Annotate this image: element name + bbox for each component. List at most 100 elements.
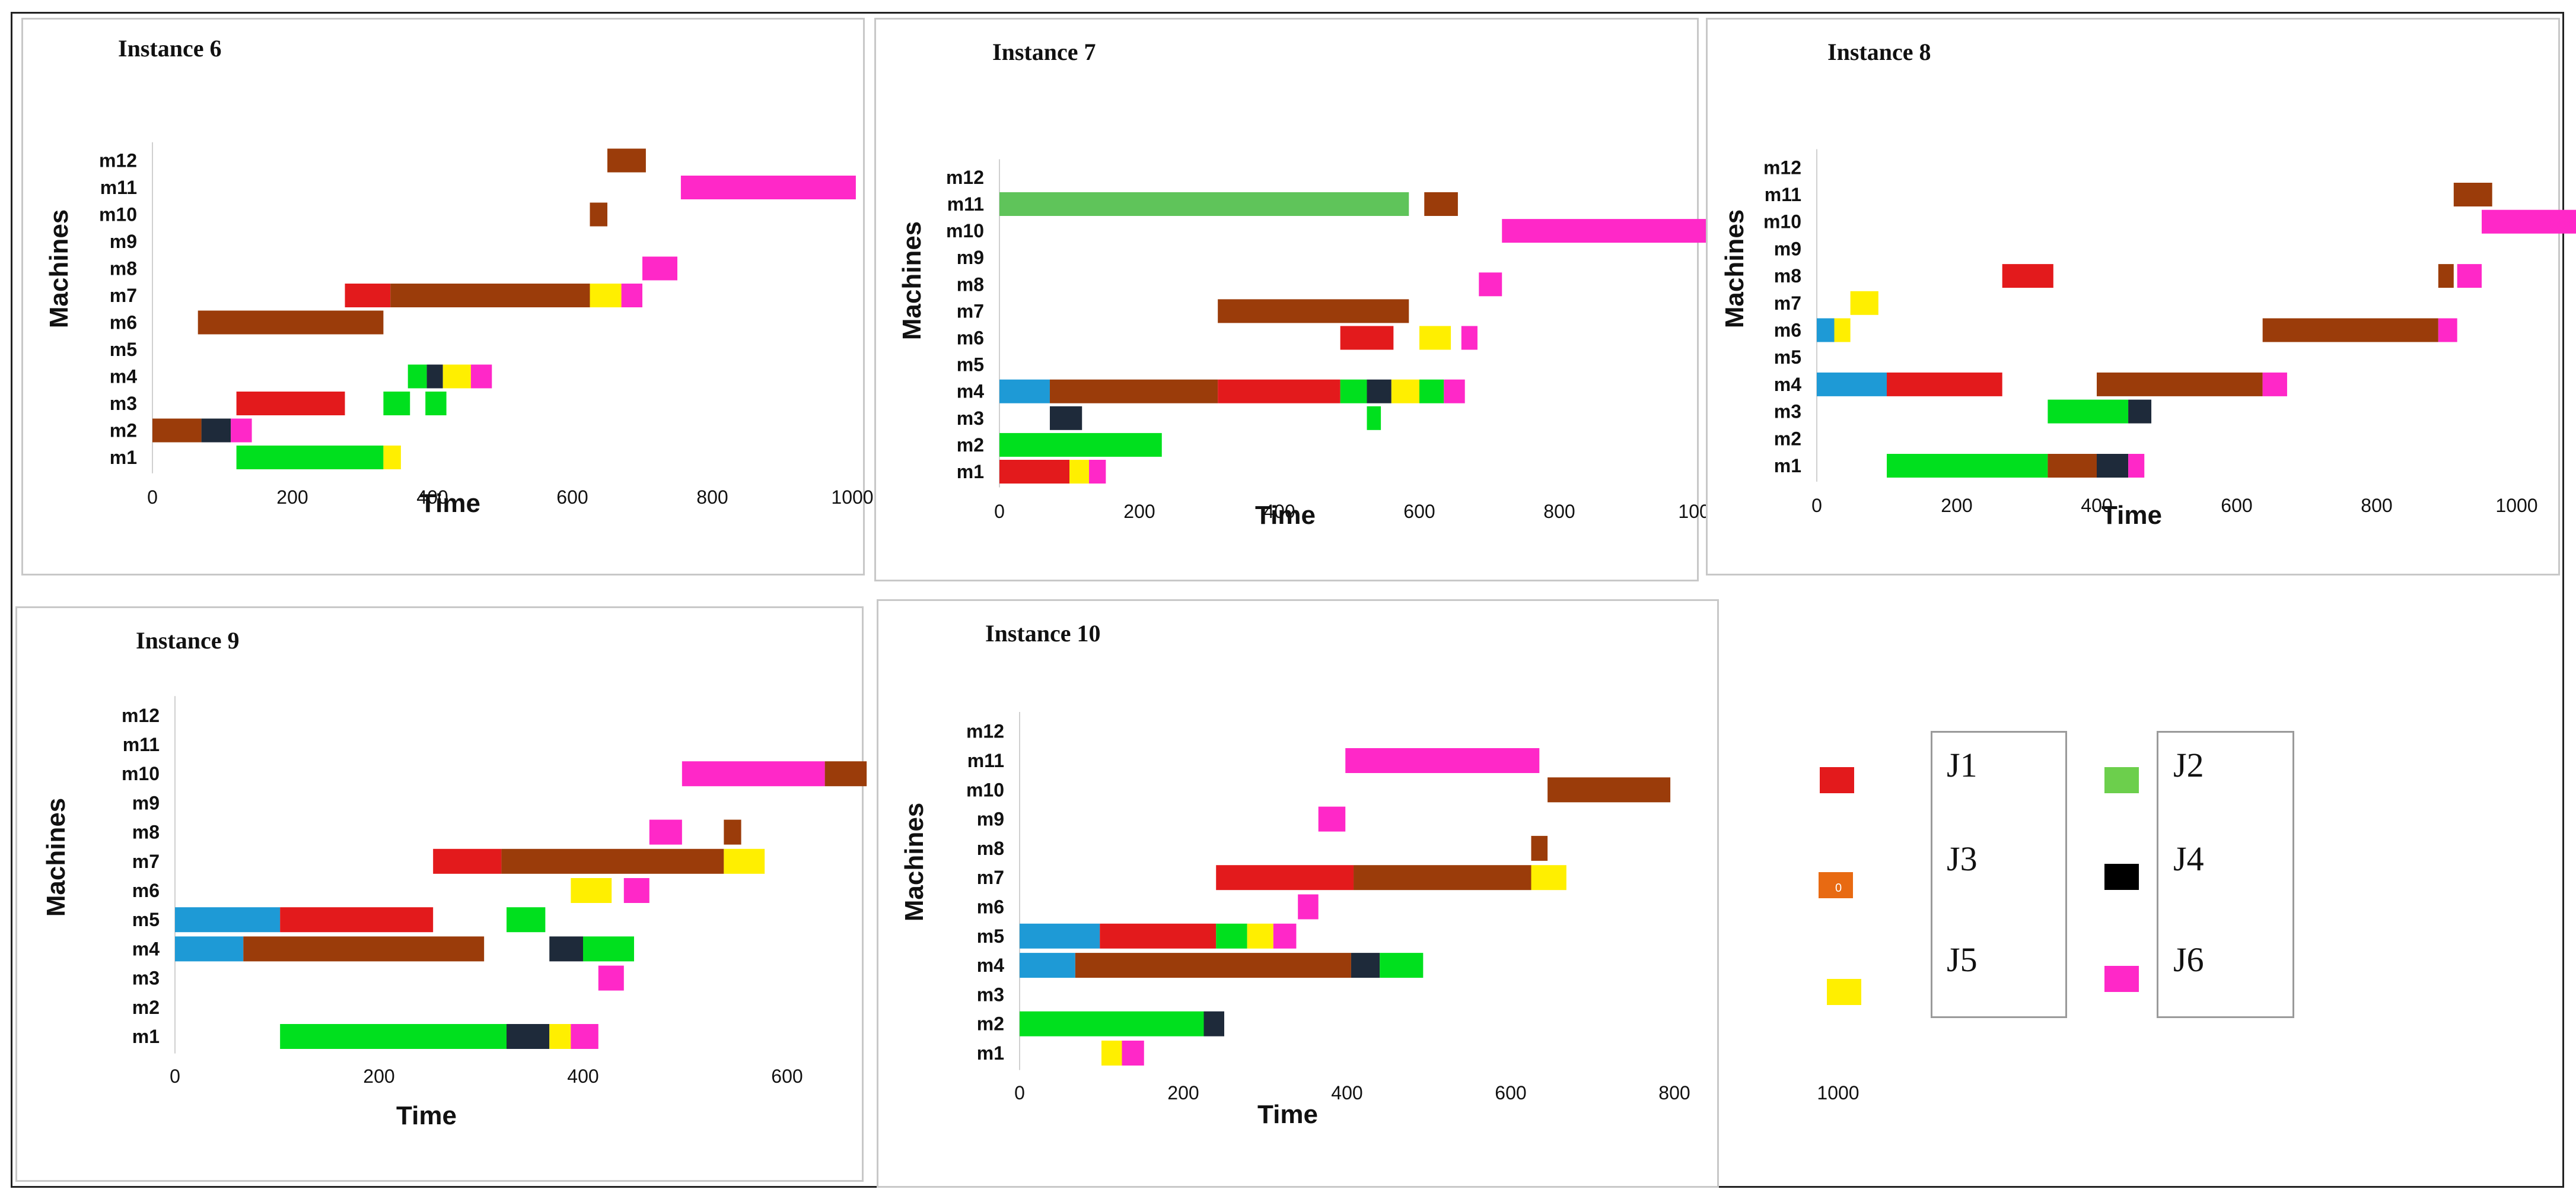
gantt-bar-m9-j6 — [1318, 806, 1346, 832]
legend-label-j4: J4 — [2173, 840, 2204, 878]
legend-label-j3: J3 — [1947, 840, 1978, 878]
y-tick-label: m11 — [123, 734, 160, 755]
gantt-bar-m10-j3 — [1547, 777, 1671, 803]
gantt-bar-m4-a — [175, 936, 244, 962]
x-tick-label: 1000 — [1817, 1082, 1859, 1104]
gantt-bar-m7-j1 — [345, 284, 391, 307]
y-tick-label: m4 — [110, 366, 137, 387]
gantt-bar-m5-a — [1020, 923, 1100, 949]
x-axis-label: Time — [1255, 501, 1316, 530]
gantt-bar-m4-j2 — [1419, 379, 1444, 403]
y-tick-label: m4 — [957, 381, 984, 402]
chart-panel-instance-9: Instance 9 m1 m2 m3 m4 m5 m6 m7 m8 m9 m10 m11 m12 0 20… — [15, 606, 1007, 1182]
x-axis-label: Time — [420, 489, 480, 518]
y-axis-label: Machines — [44, 209, 74, 329]
gantt-bar-m3-j2 — [2048, 399, 2129, 424]
gantt-bar-m1-j5 — [1069, 460, 1090, 484]
gantt-bar-m6-j5 — [571, 878, 612, 903]
y-tick-label: m8 — [977, 838, 1004, 859]
gantt-bar-m4-j6 — [2262, 372, 2287, 396]
x-tick-label: 600 — [771, 1066, 803, 1087]
gantt-bar-m3-j2 — [425, 392, 447, 415]
y-tick-label: m1 — [977, 1042, 1004, 1064]
y-tick-label: m12 — [946, 167, 984, 188]
gantt-bar-m3-j1 — [236, 392, 345, 415]
gantt-bar-m6-j5 — [1419, 326, 1451, 350]
y-tick-label: m7 — [110, 285, 137, 306]
gantt-bar-m7-j5 — [1531, 865, 1566, 891]
gantt-bar-m7-j5 — [1850, 291, 1878, 315]
y-tick-label: m2 — [132, 997, 160, 1018]
gantt-bar-m7-j6 — [621, 284, 642, 307]
y-tick-label: m12 — [99, 150, 137, 171]
gantt-bar-m4-j6 — [470, 364, 492, 389]
gantt-bar-m4-j4 — [1367, 379, 1392, 403]
legend-swatch-j1 — [1820, 767, 1854, 793]
x-tick-label: 400 — [2081, 495, 2112, 516]
gantt-bar-m7-j3 — [1354, 865, 1531, 891]
gantt-bar-m1-j6 — [571, 1024, 598, 1049]
x-tick-label: 400 — [416, 486, 448, 508]
gantt-bar-m7-j5 — [590, 284, 622, 307]
gantt-bar-m5-j1 — [280, 907, 434, 933]
gantt-bar-m2-j2 — [1020, 1011, 1204, 1036]
gantt-bar-m10-j3 — [824, 761, 867, 787]
gantt-bar-m11-j6 — [680, 176, 856, 199]
gantt-bar-m4-j2 — [1340, 379, 1367, 403]
x-tick-label: 1000 — [2495, 495, 2537, 516]
chart-title: Instance 10 — [985, 620, 1100, 647]
x-tick-label: 400 — [1331, 1082, 1362, 1104]
gantt-bar-m7-j3 — [1218, 299, 1409, 323]
y-tick-label: m2 — [110, 420, 137, 441]
gantt-bar-m4-j3 — [1075, 953, 1351, 978]
y-tick-label: m8 — [1774, 265, 1801, 287]
y-tick-label: m5 — [132, 909, 160, 930]
y-tick-label: m6 — [132, 880, 160, 901]
gantt-bar-m1-j3 — [2048, 454, 2097, 478]
y-tick-label: m1 — [110, 447, 137, 468]
y-tick-label: m1 — [132, 1026, 160, 1047]
gantt-chart-instance-8: Instance 8 m1 m2 m3 m4 m5 m6 m7 m8 m9 m10 m11 m12 0 20… — [1720, 39, 2576, 530]
gantt-bar-m1-j4 — [2097, 454, 2129, 478]
gantt-bar-m3-j4 — [1049, 406, 1082, 430]
gantt-bar-m3-j2 — [1367, 406, 1381, 430]
y-tick-label: m3 — [1774, 401, 1801, 422]
y-tick-label: m9 — [977, 809, 1004, 830]
chart-title: Instance 8 — [1827, 39, 1931, 65]
x-tick-label: 800 — [1543, 501, 1575, 522]
legend-swatch-j3-note: 0 — [1835, 882, 1842, 895]
gantt-bar-m8-j3 — [724, 819, 741, 845]
gantt-bar-m8-j6 — [1479, 272, 1502, 297]
x-tick-label: 0 — [170, 1066, 180, 1087]
y-tick-label: m8 — [957, 274, 984, 295]
y-tick-label: m8 — [132, 822, 160, 843]
y-axis-label: Machines — [42, 798, 71, 917]
y-tick-label: m4 — [132, 938, 160, 959]
y-axis-label: Machines — [897, 221, 926, 341]
gantt-bar-m1-j5 — [549, 1024, 571, 1049]
gantt-bar-m11-j6 — [1345, 748, 1540, 773]
legend-label-j1: J1 — [1947, 746, 1978, 784]
gantt-bar-m1-j6 — [1122, 1041, 1144, 1066]
gantt-bar-m4-j5 — [1391, 379, 1419, 403]
chart-panel-instance-6: Instance 6 m1 m2 m3 m4 m5 m6 m7 m8 m9 m10 m11 m12 0 20… — [21, 18, 1014, 575]
legend-swatch-j2 — [2104, 767, 2139, 793]
gantt-bar-m10-j6 — [2482, 209, 2576, 234]
gantt-bar-m4-a — [1817, 372, 1887, 396]
gantt-bar-m5-a — [175, 907, 281, 933]
gantt-bar-m6-j6 — [1298, 894, 1319, 920]
gantt-bar-m8-j3 — [2438, 264, 2454, 288]
gantt-bar-m3-j2 — [383, 392, 410, 415]
y-tick-label: m2 — [957, 434, 984, 456]
gantt-bar-m1-j5 — [383, 446, 401, 469]
y-tick-label: m1 — [1774, 455, 1801, 476]
gantt-bar-m7-j1 — [433, 848, 502, 874]
y-tick-label: m1 — [957, 461, 984, 482]
y-axis-label: Machines — [1720, 209, 1749, 329]
y-tick-label: m5 — [977, 926, 1004, 947]
gantt-bar-m4-j4 — [549, 936, 583, 962]
gantt-bar-m2-j4 — [201, 418, 231, 443]
legend-box-left — [1931, 731, 2067, 1018]
y-tick-label: m3 — [957, 408, 984, 429]
